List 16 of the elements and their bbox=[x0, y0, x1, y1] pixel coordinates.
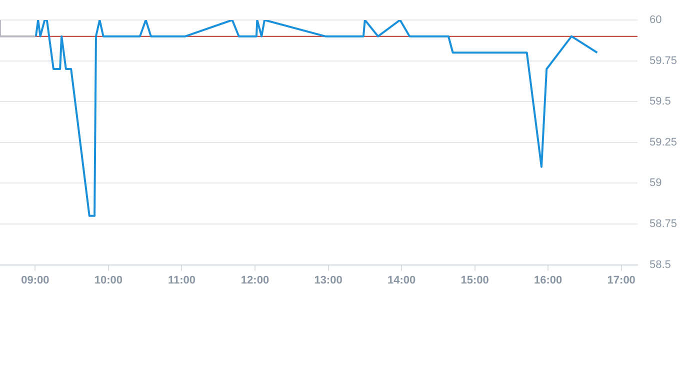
y-tick-label: 59.25 bbox=[649, 136, 678, 148]
x-tick-label: 12:00 bbox=[240, 274, 270, 286]
x-tick-label: 13:00 bbox=[314, 274, 342, 286]
y-tick-label: 58.5 bbox=[649, 258, 671, 271]
x-tick-label: 15:00 bbox=[460, 274, 489, 286]
y-tick-label: 58.75 bbox=[649, 218, 678, 230]
x-tick-label: 16:00 bbox=[534, 274, 562, 286]
x-tick-label: 09:00 bbox=[21, 274, 50, 286]
y-tick-label: 60 bbox=[649, 14, 662, 26]
y-tick-label: 59 bbox=[649, 177, 662, 190]
x-tick-label: 11:00 bbox=[168, 274, 196, 286]
y-tick-label: 59.75 bbox=[649, 54, 678, 67]
y-tick-label: 59.5 bbox=[649, 96, 671, 108]
x-tick-label: 14:00 bbox=[387, 274, 416, 286]
x-tick-label: 10:00 bbox=[94, 274, 123, 286]
x-tick-label: 17:00 bbox=[607, 274, 636, 286]
